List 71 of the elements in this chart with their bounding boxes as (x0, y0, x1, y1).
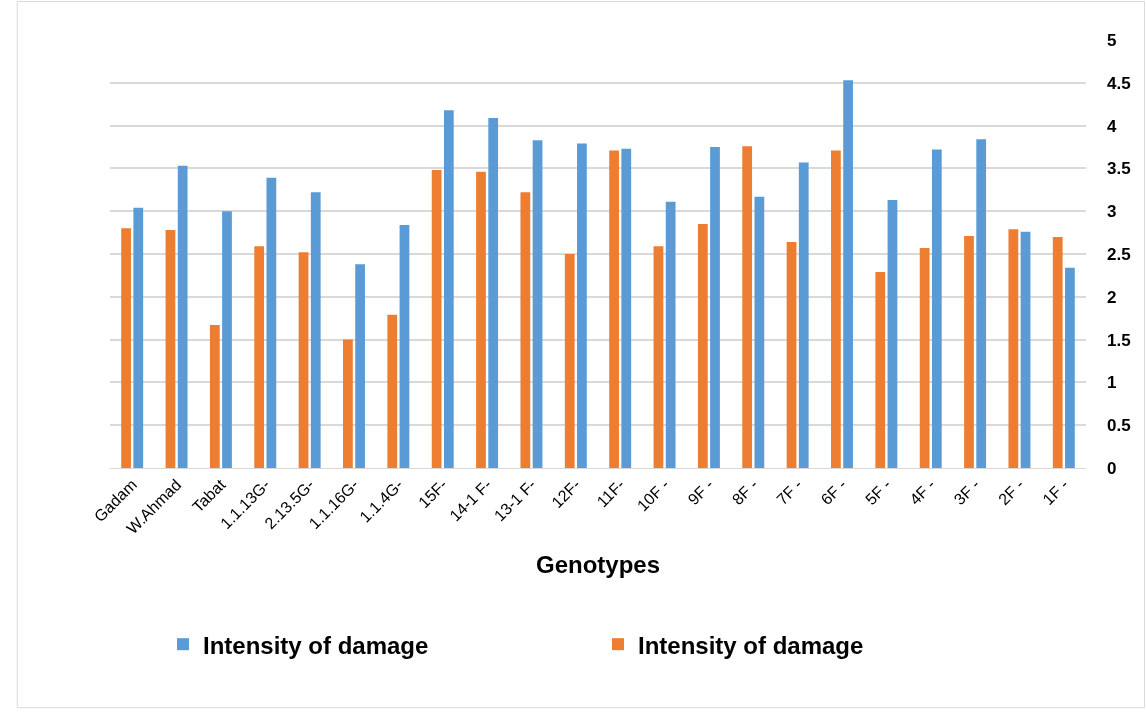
y-tick-label: 3 (1107, 202, 1117, 222)
bar (209, 325, 220, 468)
bar (831, 150, 841, 468)
bar (1065, 267, 1075, 468)
y-tick-label: 2.5 (1107, 244, 1131, 264)
bar (266, 177, 277, 468)
x-tick-label: 15F- (415, 475, 451, 512)
bar (254, 246, 265, 468)
bar (931, 149, 942, 468)
y-tick-label: 5 (1107, 30, 1117, 50)
bar (488, 117, 499, 468)
bar (964, 236, 974, 468)
bar (621, 148, 632, 468)
y-tick-label: 1.5 (1107, 330, 1131, 350)
bar (343, 339, 353, 468)
y-tick-label: 2 (1107, 287, 1117, 307)
bar (399, 224, 410, 468)
bar (121, 228, 131, 468)
x-tick-label: 6F - (817, 475, 850, 509)
y-tick-label: 0.5 (1107, 416, 1131, 436)
bar (653, 246, 664, 468)
bar (609, 150, 619, 468)
x-tick-label: 5F - (862, 475, 895, 509)
y-tick-label: 0 (1107, 458, 1117, 478)
legend-label: Intensity of damage (638, 631, 864, 659)
bar (976, 139, 987, 468)
bar (1008, 229, 1019, 468)
bar (742, 146, 753, 468)
bar (710, 147, 720, 468)
x-tick-label: 10F - (633, 475, 673, 515)
bar (786, 242, 797, 468)
bar (387, 314, 398, 468)
bar (310, 192, 321, 468)
bar (564, 254, 575, 468)
bar (133, 207, 144, 468)
x-tick-label: 9F - (684, 475, 717, 509)
bar (875, 271, 886, 468)
bar (298, 252, 309, 468)
bar (798, 162, 809, 468)
x-axis-title: Genotypes (535, 551, 661, 579)
x-tick-label: 12F- (548, 475, 584, 512)
y-tick-label: 3.5 (1107, 159, 1131, 179)
bar (520, 192, 531, 468)
x-tick-label: 1F - (1039, 475, 1072, 509)
bar (887, 200, 898, 468)
bar (843, 80, 853, 468)
bar (222, 211, 232, 468)
y-tick-label: 4.5 (1107, 73, 1131, 93)
bar (165, 230, 176, 468)
y-tick-label: 4 (1107, 116, 1117, 136)
legend-label: Intensity of damage (203, 631, 429, 659)
bar (919, 248, 930, 468)
x-tick-label: 7F - (773, 475, 806, 509)
x-tick-label: 11F- (593, 475, 628, 511)
bar (665, 201, 676, 468)
x-tick-label: 4F - (906, 475, 939, 509)
bar (1020, 231, 1031, 468)
bar (177, 165, 188, 468)
y-tick-label: 1 (1107, 373, 1117, 393)
x-tick-label: 2F - (995, 475, 1028, 509)
x-tick-label: 3F - (950, 475, 983, 509)
bar (355, 264, 365, 468)
bar (532, 140, 543, 468)
bar (697, 224, 708, 468)
bar (476, 171, 486, 468)
bar (577, 143, 587, 468)
bar (431, 170, 442, 468)
bar (443, 110, 454, 468)
x-tick-label: 8F - (728, 475, 762, 509)
bar (1052, 236, 1063, 468)
bar (754, 196, 765, 468)
